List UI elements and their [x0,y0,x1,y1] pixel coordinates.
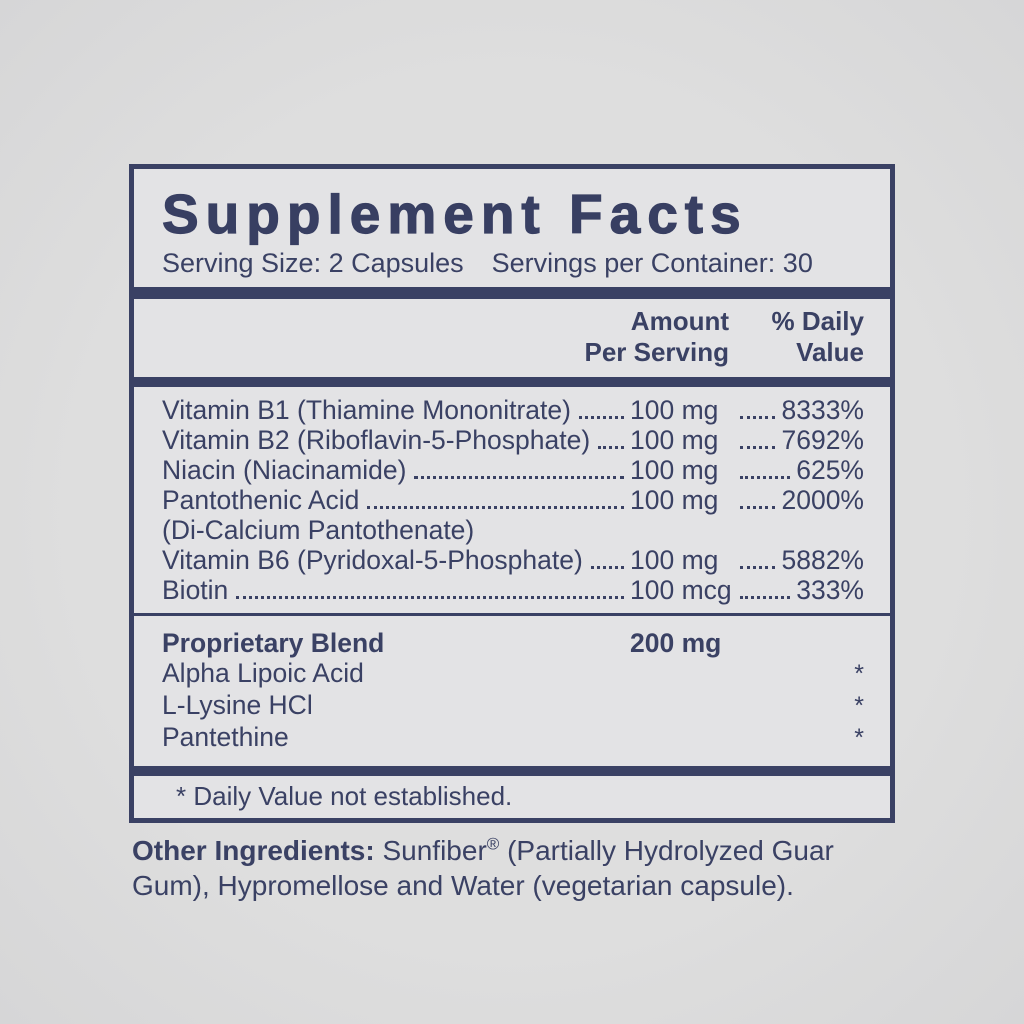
column-header-row: Amount Per Serving % Daily Value [134,299,890,377]
nutrient-name: Vitamin B6 (Pyridoxal-5-Phosphate) [162,545,583,575]
other-ingredients-text-2: (Partially Hydrolyzed Guar Gum), Hyprome… [132,835,834,901]
nutrient-row-vitamin-b1: Vitamin B1 (Thiamine Mononitrate) 100 mg… [162,395,864,425]
dot-leader [740,476,791,479]
blend-item-alpha-lipoic-acid: Alpha Lipoic Acid * [162,658,864,690]
nutrient-row-vitamin-b2: Vitamin B2 (Riboflavin-5-Phosphate) 100 … [162,425,864,455]
servings-per-container: Servings per Container: 30 [491,248,813,278]
blend-item-pantethine: Pantethine * [162,722,864,754]
nutrient-amount: 100 mg [630,395,719,425]
blend-amount: 200 mg [630,628,722,658]
other-ingredients: Other Ingredients: Sunfiber® (Partially … [129,833,895,903]
dot-leader [590,566,624,569]
proprietary-blend-section: Proprietary Blend 200 mg Alpha Lipoic Ac… [134,616,890,766]
nutrient-name: Vitamin B1 (Thiamine Mononitrate) [162,395,571,425]
nutrient-name: Vitamin B2 (Riboflavin-5-Phosphate) [162,425,591,455]
dot-leader [367,506,624,509]
nutrient-name: Biotin [162,575,229,605]
nutrient-name: Pantothenic Acid [162,485,360,515]
blend-item-dv-asterisk: * [854,660,864,688]
other-ingredients-text-1: Sunfiber [374,835,487,866]
nutrient-amount: 100 mcg [630,575,732,605]
dot-leader [598,446,624,449]
dot-leader [740,506,776,509]
blend-name: Proprietary Blend [162,628,385,658]
dot-leader [740,446,776,449]
nutrient-amount: 100 mg [630,485,719,515]
serving-info: Serving Size: 2 Capsules Servings per Co… [162,245,864,281]
panel-title: Supplement Facts [161,182,748,245]
daily-value-footnote: * Daily Value not established. [176,781,513,811]
blend-item-name: L-Lysine HCl [162,690,313,720]
dot-leader [578,416,624,419]
nutrient-amount: 100 mg [630,545,719,575]
blend-item-l-lysine-hcl: L-Lysine HCl * [162,690,864,722]
dv-header-line2: Value [796,337,864,367]
daily-value-column-header: % Daily Value [729,306,865,368]
nutrient-daily-value: 625% [796,455,864,485]
footnote-section: * Daily Value not established. [134,776,890,818]
nutrient-name-continuation: (Di-Calcium Pantothenate) [162,515,475,545]
nutrient-row-niacin: Niacin (Niacinamide) 100 mg 625% [162,455,864,485]
dot-leader [740,566,776,569]
blend-item-name: Alpha Lipoic Acid [162,658,364,688]
supplement-facts-panel: Supplement Facts Serving Size: 2 Capsule… [129,164,895,823]
blend-item-name: Pantethine [162,722,289,752]
divider-bar-header [134,377,890,387]
dot-leader [414,476,624,479]
serving-size: Serving Size: 2 Capsules [162,248,464,278]
blend-item-dv-asterisk: * [854,724,864,752]
nutrient-row-vitamin-b6: Vitamin B6 (Pyridoxal-5-Phosphate) 100 m… [162,545,864,575]
blend-item-dv-asterisk: * [854,692,864,720]
nutrient-row-biotin: Biotin 100 mcg 333% [162,575,864,605]
nutrient-daily-value: 333% [796,575,864,605]
blend-header-row: Proprietary Blend 200 mg [162,628,864,658]
nutrient-amount: 100 mg [630,425,719,455]
amount-header-line2: Per Serving [584,337,729,367]
nutrient-row-continuation: (Di-Calcium Pantothenate) [162,515,864,545]
nutrient-name: Niacin (Niacinamide) [162,455,407,485]
dot-leader [740,596,791,599]
nutrients-section: Vitamin B1 (Thiamine Mononitrate) 100 mg… [134,387,890,613]
amount-column-header: Amount Per Serving [554,306,729,368]
nutrient-daily-value: 8333% [781,395,864,425]
dot-leader [236,596,624,599]
other-ingredients-label: Other Ingredients: [132,835,375,866]
amount-header-line1: Amount [630,306,729,336]
divider-bar-footnote [134,766,890,776]
nutrient-row-pantothenic-acid: Pantothenic Acid 100 mg 2000% [162,485,864,515]
nutrient-amount: 100 mg [630,455,719,485]
nutrient-daily-value: 7692% [781,425,864,455]
dot-leader [740,416,776,419]
registered-trademark-symbol: ® [486,834,500,854]
nutrient-daily-value: 2000% [781,485,864,515]
divider-bar-top [134,287,890,299]
divider-line-blend [134,613,890,616]
dv-header-line1: % Daily [771,306,865,336]
title-section: Supplement Facts Serving Size: 2 Capsule… [134,169,890,287]
nutrient-daily-value: 5882% [781,545,864,575]
